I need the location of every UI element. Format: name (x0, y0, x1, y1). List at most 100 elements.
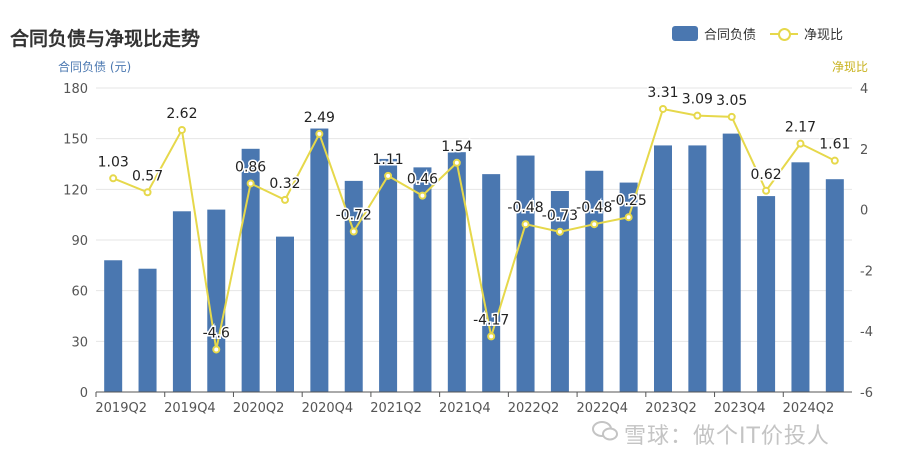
bar (172, 211, 191, 392)
legend-label-bar: 合同负债 (704, 28, 757, 43)
left-tick-label: 0 (80, 386, 88, 401)
right-tick-label: 0 (860, 204, 868, 219)
right-axis-name: 净现比 (832, 60, 869, 74)
bar-layer (104, 128, 844, 393)
data-label: -0.25 (611, 193, 647, 209)
data-label: 0.46 (407, 172, 438, 188)
line-point (281, 195, 289, 204)
x-tick-label: 2024Q2 (783, 401, 835, 416)
bar (550, 191, 569, 392)
data-label: 0.57 (132, 168, 163, 184)
line-layer (109, 104, 839, 354)
data-label: 0.32 (269, 176, 300, 192)
data-label: 1.54 (441, 139, 472, 155)
line-point (109, 174, 118, 183)
right-tick-label: -4 (860, 325, 873, 340)
x-tick-label: 2023Q4 (714, 401, 766, 416)
left-axis-name: 合同负债 (元) (58, 60, 132, 74)
x-tick-label: 2022Q2 (508, 401, 560, 416)
left-tick-label: 90 (71, 234, 88, 249)
bar (138, 268, 157, 392)
legend-label-line: 净现比 (804, 28, 844, 43)
legend-bar-swatch (672, 26, 698, 41)
bar (722, 133, 741, 392)
data-label: 0.62 (751, 167, 782, 183)
x-tick-label: 2019Q2 (95, 401, 147, 416)
bar (619, 182, 638, 392)
x-tick-label: 2021Q2 (370, 401, 422, 416)
bar (344, 180, 363, 392)
left-tick-label: 120 (63, 183, 88, 198)
line-point (590, 220, 599, 229)
bar (757, 196, 776, 392)
data-label: -0.48 (507, 200, 543, 216)
line-point (555, 227, 564, 236)
data-label: 3.05 (716, 93, 747, 109)
line-point (212, 345, 221, 354)
line-point (384, 171, 393, 180)
line-point (796, 139, 805, 148)
line-series (112, 107, 836, 350)
bar (516, 155, 535, 392)
line-point (624, 213, 633, 222)
data-label: -4.6 (203, 325, 230, 341)
bar (104, 260, 123, 392)
legend-item-line[interactable]: 净现比 (770, 24, 843, 43)
data-label: 0.86 (235, 159, 266, 175)
x-tick-label: 2022Q4 (576, 401, 628, 416)
axis-layer: 0 30 60 90 120 150 180 -6 -4 -2 0 2 4 2019Q2 2019Q4 202… (63, 82, 873, 416)
bar (413, 167, 432, 392)
bar (379, 158, 398, 392)
chart-title: 合同负债与净现比走势 (10, 28, 201, 50)
x-tick-label: 2021Q4 (439, 401, 491, 416)
data-label: 1.03 (98, 154, 129, 170)
data-label: -0.48 (576, 200, 612, 216)
right-tick-label: 2 (860, 143, 868, 158)
data-label: 2.17 (785, 120, 816, 136)
line-point (521, 220, 530, 229)
line-point (487, 332, 496, 341)
left-tick-label: 60 (71, 285, 88, 300)
data-label: 1.61 (819, 137, 850, 153)
line-point (762, 186, 771, 195)
right-tick-label: -2 (860, 264, 873, 279)
left-tick-label: 150 (63, 133, 88, 148)
data-label: 2.62 (166, 106, 197, 122)
bar (447, 152, 466, 392)
line-point (315, 129, 324, 138)
data-label: -0.73 (542, 208, 578, 224)
data-label: 3.09 (682, 92, 713, 108)
line-point (177, 125, 186, 134)
legend-line-swatch (770, 27, 798, 41)
bar (276, 236, 294, 392)
data-label: -4.17 (473, 312, 509, 328)
bar (825, 179, 844, 392)
x-tick-label: 2023Q2 (645, 401, 697, 416)
line-point (246, 179, 255, 188)
watermark-text: 雪球：做个IT价投人 (624, 424, 830, 449)
label-layer: 1.030.57 2.62 -4.6 0.860.32 2.49 -0.72 1.110.4… (96, 83, 852, 342)
line-point (452, 158, 461, 167)
bar (207, 209, 226, 392)
bar (791, 162, 810, 392)
bar (654, 145, 672, 392)
bar (310, 128, 329, 393)
line-point (349, 227, 358, 236)
legend-item-bar[interactable]: 合同负债 (672, 24, 756, 43)
x-tick-label: 2020Q4 (302, 401, 354, 416)
data-label: -0.72 (336, 207, 372, 223)
right-tick-label: -6 (860, 386, 873, 401)
data-label: 3.31 (647, 85, 678, 101)
bar (482, 174, 501, 392)
line-point (693, 111, 702, 120)
data-label: 2.49 (304, 110, 335, 126)
data-label: 1.11 (373, 152, 404, 168)
line-point (143, 188, 152, 197)
left-tick-label: 30 (71, 335, 88, 350)
x-tick-label: 2020Q2 (233, 401, 285, 416)
x-tick-label: 2019Q4 (164, 401, 216, 416)
line-point (659, 104, 667, 113)
line-point (830, 156, 839, 165)
